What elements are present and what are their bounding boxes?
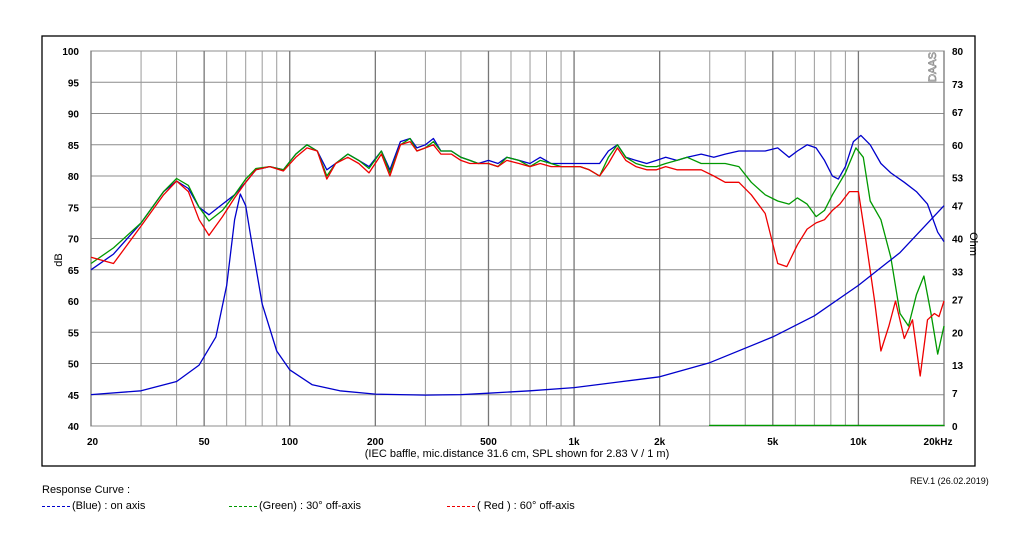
- y2-tick-label: 73: [952, 80, 964, 91]
- series-line-baseline: [709, 424, 945, 427]
- y-tick-label: 65: [68, 266, 80, 277]
- x-tick-label: 20: [87, 437, 99, 448]
- y-tick-label: 60: [68, 297, 80, 308]
- legend-swatch-blue: [42, 505, 70, 507]
- y2-tick-label: 53: [952, 174, 964, 185]
- y-tick-label: 90: [68, 110, 80, 121]
- y-tick-label: 50: [68, 360, 80, 371]
- y2-tick-labels: 0 7 13 20 27 33 40 47 53 60 67 73 80: [952, 47, 964, 433]
- y-tick-label: 75: [68, 203, 80, 214]
- x-tick-label: 5k: [767, 437, 779, 448]
- legend-label-30-off-axis: (Green) : 30° off-axis: [259, 500, 362, 512]
- y-tick-label: 95: [68, 78, 80, 89]
- x-tick-label: 500: [480, 437, 497, 448]
- x-tick-label: 200: [367, 437, 384, 448]
- watermark: DAAS: [927, 52, 939, 82]
- x-tick-label: 2k: [654, 437, 666, 448]
- y2-axis-label: Ohm: [967, 232, 979, 256]
- y-tick-label: 45: [68, 391, 80, 402]
- y2-tick-label: 20: [952, 328, 964, 339]
- y2-tick-label: 60: [952, 141, 964, 152]
- y2-tick-label: 47: [952, 202, 964, 213]
- y2-tick-label: 27: [952, 295, 964, 306]
- x-tick-label: 100: [281, 437, 298, 448]
- series-group: [90, 134, 945, 427]
- y2-tick-label: 0: [952, 422, 958, 433]
- x-tick-label: 50: [199, 437, 211, 448]
- series-line-30-off-axis: [90, 137, 945, 355]
- y-tick-labels: 40 45 50 55 60 65 70 75 80 85 90 95 100: [62, 47, 79, 433]
- y-tick-label: 40: [68, 422, 80, 433]
- x-tick-label: 10k: [850, 437, 867, 448]
- y-tick-label: 85: [68, 141, 80, 152]
- legend-swatch-red: [447, 505, 475, 507]
- y-tick-label: 100: [62, 47, 79, 58]
- series-line-60-off-axis: [90, 140, 945, 377]
- legend-label-60-off-axis: ( Red ) : 60° off-axis: [477, 500, 575, 512]
- y-tick-label: 55: [68, 328, 80, 339]
- legend-title: Response Curve :: [42, 484, 131, 496]
- legend-item-on-axis: (Blue) : on axis: [42, 500, 145, 512]
- y2-tick-label: 33: [952, 267, 964, 278]
- y2-tick-label: 80: [952, 47, 964, 58]
- response-chart: 40 45 50 55 60 65 70 75 80 85 90 95 100 0 7 13 20 27 33 40…: [41, 35, 979, 467]
- x-axis-label: (IEC baffle, mic.distance 31.6 cm, SPL s…: [365, 448, 669, 460]
- x-tick-label: 20kHz: [924, 437, 953, 448]
- y-tick-label: 70: [68, 235, 80, 246]
- grid: [90, 50, 945, 427]
- x-tick-labels: 20 50 100 200 500 1k 2k 5k 10k 20kHz: [87, 437, 952, 448]
- legend-label-on-axis: (Blue) : on axis: [72, 500, 146, 512]
- y2-tick-label: 67: [952, 108, 964, 119]
- legend-swatch-green: [229, 505, 257, 507]
- legend-item-30-off-axis: (Green) : 30° off-axis: [229, 500, 361, 512]
- series-line-on-axis: [90, 134, 945, 271]
- y-axis-label: dB: [53, 253, 65, 266]
- y-tick-label: 80: [68, 172, 80, 183]
- legend-item-60-off-axis: ( Red ) : 60° off-axis: [447, 500, 575, 512]
- series-line-impedance: [90, 193, 945, 396]
- chart-frame: [41, 35, 976, 467]
- y2-tick-label: 40: [952, 235, 964, 246]
- revision-label: REV.1 (26.02.2019): [910, 476, 989, 486]
- y2-tick-label: 7: [952, 389, 958, 400]
- x-tick-label: 1k: [569, 437, 581, 448]
- y2-tick-label: 13: [952, 361, 964, 372]
